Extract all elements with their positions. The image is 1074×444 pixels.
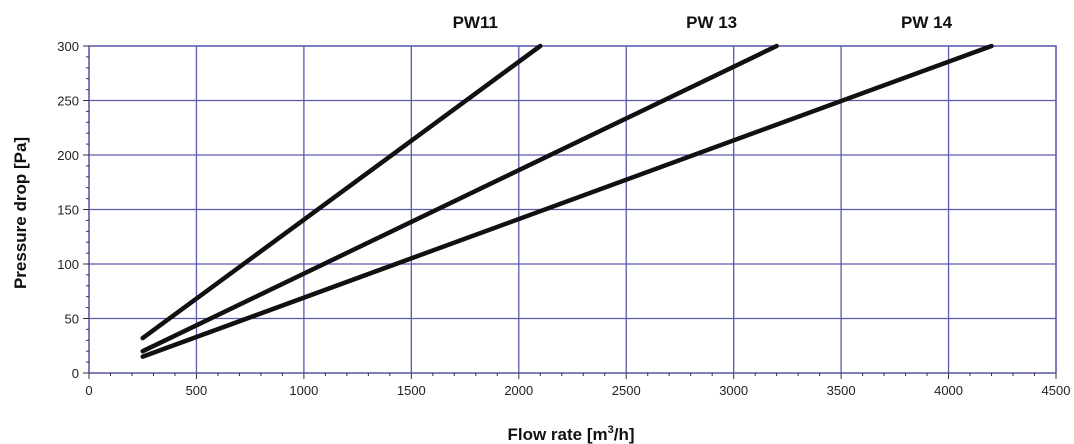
x-tick-label: 2500 bbox=[612, 383, 641, 398]
x-tick-label: 1000 bbox=[289, 383, 318, 398]
y-tick-label: 200 bbox=[57, 148, 79, 163]
series-label: PW 13 bbox=[686, 13, 737, 32]
x-axis-title-main: Flow rate [m bbox=[507, 425, 607, 444]
x-tick-label: 1500 bbox=[397, 383, 426, 398]
x-axis-title-tail: /h] bbox=[614, 425, 635, 444]
x-tick-label: 500 bbox=[186, 383, 208, 398]
y-tick-label: 0 bbox=[72, 366, 79, 381]
x-tick-label: 0 bbox=[85, 383, 92, 398]
x-tick-label: 3000 bbox=[719, 383, 748, 398]
series-layer bbox=[140, 43, 994, 359]
y-tick-label: 250 bbox=[57, 94, 79, 109]
x-tick-label: 4000 bbox=[934, 383, 963, 398]
x-axis-title-superscript: 3 bbox=[608, 424, 614, 436]
series-label: PW 14 bbox=[901, 13, 953, 32]
series-line-pw14 bbox=[140, 43, 994, 359]
y-tick-label: 300 bbox=[57, 39, 79, 54]
x-axis-title: Flow rate [m3/h] bbox=[507, 424, 634, 444]
x-tick-label: 2000 bbox=[504, 383, 533, 398]
series-line-pw13 bbox=[140, 43, 779, 354]
x-tick-label: 4500 bbox=[1042, 383, 1071, 398]
y-tick-label: 150 bbox=[57, 203, 79, 218]
y-tick-label: 100 bbox=[57, 257, 79, 272]
y-tick-label: 50 bbox=[65, 312, 79, 327]
series-label: PW11 bbox=[453, 13, 498, 32]
label-layer: 0 500 1000 1500 2000 2500 3000 3500 4000 4500 0 50 1… bbox=[57, 13, 1070, 398]
x-tick-label: 3500 bbox=[827, 383, 856, 398]
y-axis-title: Pressure drop [Pa] bbox=[11, 137, 30, 289]
axis-layer bbox=[83, 45, 1057, 379]
series-line-pw11 bbox=[140, 43, 543, 341]
